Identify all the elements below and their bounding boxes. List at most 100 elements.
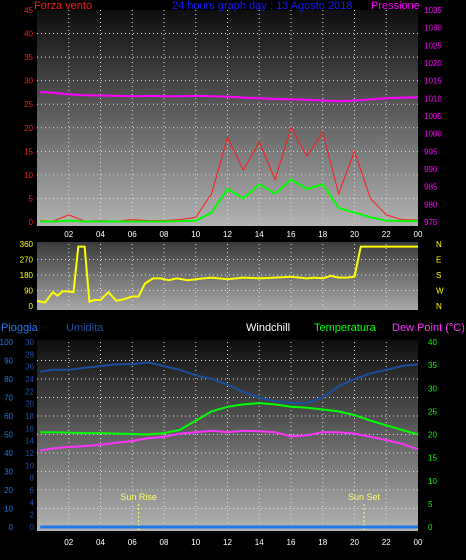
axis-tick-label: 360 [20,240,34,249]
x-tick-label: 04 [96,230,105,239]
axis-tick-label: 5 [29,194,34,203]
x-tick-label: 14 [255,538,264,547]
axis-tick-label: 6 [30,486,35,495]
axis-tick-label: 10 [24,171,33,180]
axis-tick-label: 1030 [424,24,442,33]
wind-direction-line [36,245,418,304]
humidity-axis-label: Umidita [66,322,104,334]
x-tick-label: 04 [96,538,105,547]
axis-tick-label: 15 [24,147,33,156]
axis-tick-label: 1020 [424,59,442,68]
axis-tick-label: 12 [25,449,34,458]
axis-tick-label: 60 [4,412,13,421]
axis-tick-label: 990 [424,165,438,174]
axis-tick-label: 0 [428,523,433,532]
axis-tick-label: N [436,240,442,249]
x-tick-label: 08 [160,230,169,239]
wind-gust-line [40,178,418,223]
humidity-line [40,361,419,405]
axis-tick-label: 90 [4,357,13,366]
x-tick-label: 10 [191,538,200,547]
x-tick-label: 00 [414,538,423,547]
x-tick-label: 06 [128,230,137,239]
dew-point-line [40,429,419,452]
sun-marker-label: Sun Set [348,492,381,502]
axis-tick-label: 18 [25,412,34,421]
axis-tick-label: 1000 [424,130,442,139]
axis-tick-label: 25 [24,100,33,109]
axis-tick-label: 1005 [424,112,442,121]
axis-tick-label: 28 [25,350,34,359]
axis-tick-label: 14 [25,437,34,446]
x-tick-label: 20 [350,538,359,547]
axis-tick-label: 16 [25,424,34,433]
axis-tick-label: N [436,302,442,311]
axis-tick-label: 35 [24,53,33,62]
axis-tick-label: E [436,256,441,265]
axis-tick-label: 15 [428,454,437,463]
axis-tick-label: 30 [428,384,437,393]
x-tick-label: 08 [160,538,169,547]
windchill-label: Windchill [246,322,290,334]
temperature-line [40,402,419,436]
axis-tick-label: 10 [428,477,437,486]
axis-tick-label: 40 [428,338,437,347]
axis-tick-label: 50 [4,431,13,440]
axis-tick-label: 20 [428,431,437,440]
axis-tick-label: W [436,287,444,296]
axis-tick-label: 1025 [424,41,442,50]
axis-tick-label: 270 [20,256,34,265]
x-tick-label: 18 [318,230,327,239]
axis-tick-label: 975 [424,218,438,227]
axis-tick-label: 25 [428,407,437,416]
axis-tick-label: 26 [25,363,34,372]
axis-tick-label: 40 [4,449,13,458]
axis-tick-label: 10 [25,461,34,470]
axis-tick-label: 10 [4,505,13,514]
axis-tick-label: 0 [29,302,34,311]
axis-tick-label: 5 [428,500,433,509]
x-tick-label: 02 [64,230,73,239]
axis-tick-label: 995 [424,147,438,156]
axis-tick-label: 8 [30,474,35,483]
x-tick-label: 16 [287,538,296,547]
axis-tick-label: 30 [25,338,34,347]
axis-tick-label: 80 [4,375,13,384]
x-tick-label: 14 [255,230,264,239]
x-tick-label: 22 [382,538,391,547]
dew-point-axis-label: Dew Point (°C) [392,322,465,334]
axis-tick-label: 1035 [424,6,442,15]
axis-tick-label: 100 [0,338,14,347]
axis-tick-label: 0 [9,523,14,532]
axis-tick-label: 0 [29,218,34,227]
axis-tick-label: 30 [24,77,33,86]
axis-tick-label: 20 [24,124,33,133]
axis-tick-label: 2 [30,511,35,520]
temperature-label: Temperatura [314,322,377,334]
x-tick-label: 12 [223,230,232,239]
rain-axis-label: Pioggia [1,322,39,334]
axis-tick-label: 20 [4,486,13,495]
axis-tick-label: 30 [4,468,13,477]
x-tick-label: 00 [414,230,423,239]
axis-tick-label: 22 [25,387,34,396]
axis-tick-label: 45 [24,6,33,15]
axis-tick-label: 24 [25,375,34,384]
chart-title: 24 hours graph day : 13 Agosto 2018 [172,0,352,12]
x-tick-label: 20 [350,230,359,239]
axis-tick-label: 40 [24,30,33,39]
x-tick-label: 22 [382,230,391,239]
x-tick-label: 12 [223,538,232,547]
axis-tick-label: 20 [25,400,34,409]
axis-tick-label: 985 [424,183,438,192]
axis-tick-label: 4 [30,498,35,507]
x-tick-label: 16 [287,230,296,239]
x-tick-label: 02 [64,538,73,547]
sun-marker-label: Sun Rise [120,492,157,502]
axis-tick-label: 180 [20,271,34,280]
x-tick-label: 18 [318,538,327,547]
axis-tick-label: 1010 [424,94,442,103]
axis-tick-label: 70 [4,394,13,403]
